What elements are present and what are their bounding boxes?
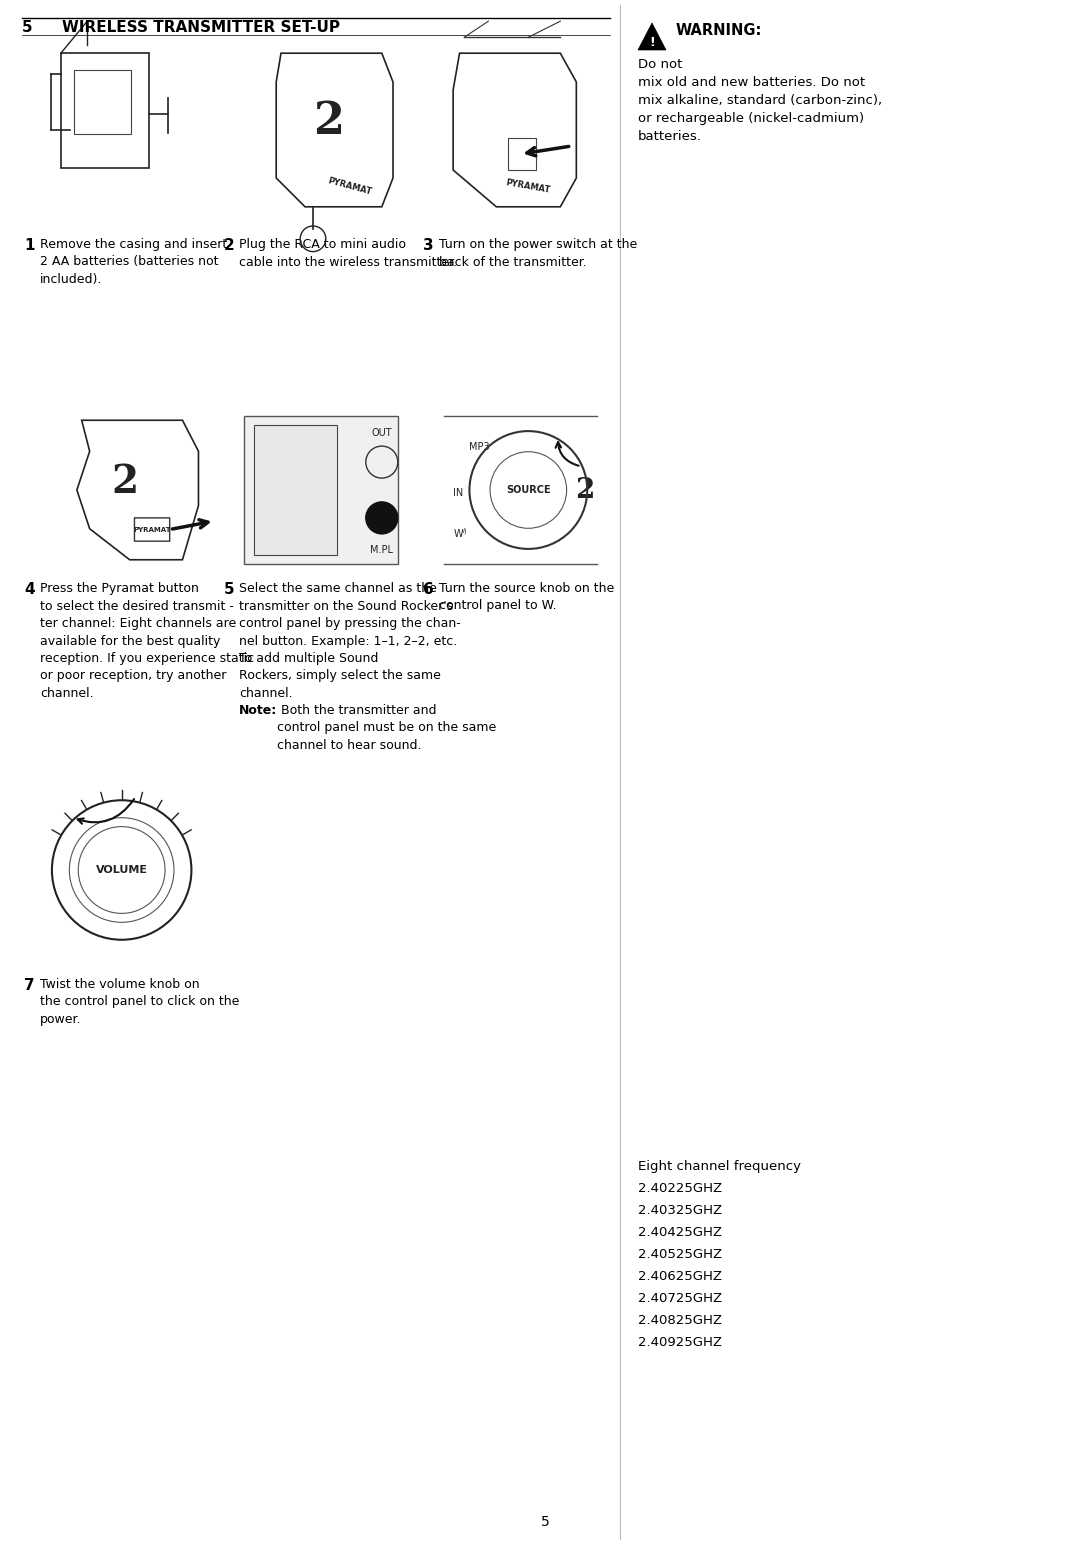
Text: W$^{i\!)}$: W$^{i\!)}$ — [453, 527, 468, 540]
Text: Eight channel frequency: Eight channel frequency — [638, 1160, 801, 1173]
Text: 2.40725GHZ: 2.40725GHZ — [638, 1292, 722, 1305]
Bar — [74, 71, 131, 134]
Text: Twist the volume knob on
the control panel to click on the
power.: Twist the volume knob on the control pan… — [40, 977, 239, 1027]
Text: 5: 5 — [541, 1515, 550, 1529]
Text: OUT: OUT — [372, 428, 392, 438]
Text: WARNING:: WARNING: — [676, 23, 763, 39]
Text: 2.40225GHZ: 2.40225GHZ — [638, 1183, 722, 1195]
Bar — [254, 425, 337, 556]
Text: 4: 4 — [24, 582, 35, 598]
Text: IN: IN — [453, 488, 464, 499]
Text: 2: 2 — [224, 238, 235, 253]
Text: Do not
mix old and new batteries. Do not
mix alkaline, standard (carbon-zinc),
o: Do not mix old and new batteries. Do not… — [638, 59, 883, 144]
Text: M.PL: M.PL — [370, 545, 393, 556]
Text: 2: 2 — [111, 463, 139, 502]
Text: Remove the casing and insert
2 AA batteries (batteries not
included).: Remove the casing and insert 2 AA batter… — [40, 238, 227, 286]
Text: 2.40525GHZ: 2.40525GHZ — [638, 1248, 722, 1261]
Text: 6: 6 — [422, 582, 433, 598]
Text: 7: 7 — [24, 977, 35, 993]
Text: Plug the RCA to mini audio
cable into the wireless transmitter.: Plug the RCA to mini audio cable into th… — [239, 238, 457, 269]
Text: !: ! — [649, 36, 655, 48]
Text: VOLUME: VOLUME — [96, 865, 147, 875]
Text: 5: 5 — [224, 582, 233, 598]
Text: 2.40425GHZ: 2.40425GHZ — [638, 1226, 722, 1238]
Text: 5: 5 — [22, 20, 33, 36]
Text: Both the transmitter and
control panel must be on the same
channel to hear sound: Both the transmitter and control panel m… — [277, 704, 496, 752]
Text: PYRAMAT: PYRAMAT — [505, 178, 551, 195]
Text: Select the same channel as the
transmitter on the Sound Rocker's
control panel b: Select the same channel as the transmitt… — [239, 582, 461, 699]
Text: SOURCE: SOURCE — [506, 485, 551, 496]
Text: PYRAMAT: PYRAMAT — [133, 527, 171, 533]
Text: 2.40325GHZ: 2.40325GHZ — [638, 1204, 722, 1217]
Text: Turn the source knob on the
control panel to W.: Turn the source knob on the control pane… — [439, 582, 614, 613]
Text: 2: 2 — [268, 457, 316, 523]
Text: 2.40625GHZ: 2.40625GHZ — [638, 1271, 722, 1283]
Bar — [244, 415, 398, 565]
Text: 3: 3 — [422, 238, 433, 253]
Text: MP3: MP3 — [469, 442, 490, 451]
Bar — [507, 137, 537, 170]
Text: PYRAMAT: PYRAMAT — [327, 176, 373, 196]
Text: 2: 2 — [313, 100, 345, 144]
Text: 2: 2 — [575, 477, 594, 503]
Circle shape — [365, 502, 398, 534]
Text: Press the Pyramat button
to select the desired transmit -
ter channel: Eight cha: Press the Pyramat button to select the d… — [40, 582, 254, 699]
Text: Note:: Note: — [239, 704, 277, 716]
Text: 2.40925GHZ: 2.40925GHZ — [638, 1336, 722, 1349]
Text: WIRELESS TRANSMITTER SET-UP: WIRELESS TRANSMITTER SET-UP — [62, 20, 340, 36]
Text: 2.40825GHZ: 2.40825GHZ — [638, 1314, 722, 1326]
Polygon shape — [638, 23, 666, 49]
Bar — [61, 52, 148, 168]
Text: 1: 1 — [24, 238, 35, 253]
Text: Turn on the power switch at the
back of the transmitter.: Turn on the power switch at the back of … — [439, 238, 637, 269]
